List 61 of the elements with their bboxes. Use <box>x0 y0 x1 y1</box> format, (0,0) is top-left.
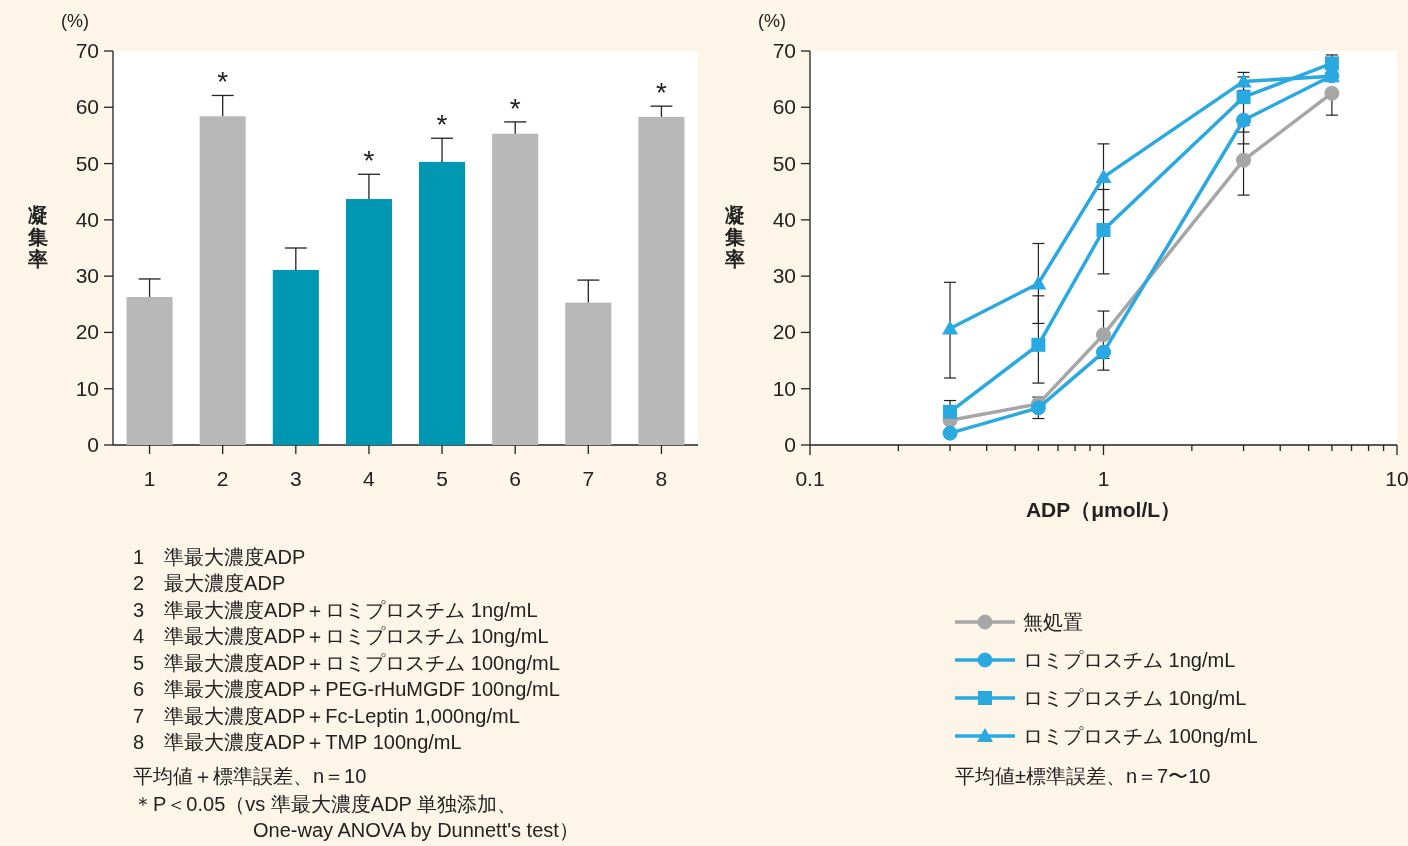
x-tick-label: 3 <box>289 467 302 490</box>
text: (%) <box>61 11 89 31</box>
text: 2 最大濃度ADP <box>133 572 286 594</box>
bar <box>345 199 392 445</box>
y-tick-label: 70 <box>772 39 796 62</box>
y-tick-label: 60 <box>75 95 99 119</box>
text: 3 準最大濃度ADP＋ロミプロスチム 1ng/mL <box>133 599 538 621</box>
text: One-way ANOVA by Dunnett's test） <box>253 819 579 841</box>
x-axis-title: ADP（μmol/L） <box>1025 498 1182 521</box>
y-tick-label: 30 <box>772 264 796 288</box>
x-tick-label: 6 <box>509 467 522 490</box>
x-tick-label: 2 <box>216 467 229 490</box>
x-tick-label: 10 <box>1385 467 1408 490</box>
x-tick-label: 0.1 <box>795 467 825 490</box>
text: 4 準最大濃度ADP＋ロミプロスチム 10ng/mL <box>133 625 549 647</box>
y-tick-label: 10 <box>75 376 99 400</box>
y-tick-label: 0 <box>784 433 796 456</box>
y-tick-label: 50 <box>75 151 99 175</box>
x-tick-label: 4 <box>363 467 376 490</box>
bar <box>492 133 539 445</box>
y-tick-label: 10 <box>772 376 796 400</box>
x-tick-label: 1 <box>143 467 156 490</box>
y-tick-label: 40 <box>772 207 796 231</box>
bar <box>126 296 173 445</box>
text: 7 準最大濃度ADP＋Fc-Leptin 1,000ng/mL <box>133 705 520 727</box>
legend-label: ロミプロスチム 10ng/mL <box>1023 687 1247 709</box>
y-axis-title: 凝集率 <box>27 204 48 270</box>
text: ＊P＜0.05（vs 準最大濃度ADP 単独添加、 <box>133 793 518 815</box>
y-axis-title: 凝集率 <box>724 204 745 270</box>
bar <box>199 116 246 445</box>
text: 平均値＋標準誤差、n＝10 <box>133 765 367 787</box>
annotation: * <box>509 92 521 124</box>
x-tick-label: 8 <box>655 467 668 490</box>
bar <box>272 269 319 445</box>
text: 平均値±標準誤差、n＝7〜10 <box>955 765 1211 787</box>
legend-label: ロミプロスチム 100ng/mL <box>1023 725 1258 747</box>
text: 5 準最大濃度ADP＋ロミプロスチム 100ng/mL <box>133 652 560 674</box>
text: 8 準最大濃度ADP＋TMP 100ng/mL <box>133 731 462 753</box>
y-tick-label: 60 <box>772 95 796 119</box>
x-tick-label: 5 <box>436 467 448 490</box>
x-tick-label: 7 <box>582 467 595 490</box>
text: 6 準最大濃度ADP＋PEG-rHuMGDF 100ng/mL <box>133 678 560 700</box>
y-tick-label: 50 <box>772 151 796 175</box>
bar <box>419 161 466 445</box>
legend-label: ロミプロスチム 1ng/mL <box>1023 649 1236 671</box>
x-tick-label: 1 <box>1097 467 1110 490</box>
y-tick-label: 20 <box>772 320 796 344</box>
y-tick-label: 70 <box>75 39 99 62</box>
bar <box>565 302 612 445</box>
annotation: * <box>436 109 448 141</box>
annotation: * <box>363 145 375 177</box>
y-tick-label: 30 <box>75 264 99 288</box>
text: 1 準最大濃度ADP <box>133 546 306 568</box>
annotation: * <box>217 66 229 98</box>
bar <box>638 116 685 445</box>
text: (%) <box>758 11 786 31</box>
y-tick-label: 0 <box>87 433 99 456</box>
y-tick-label: 20 <box>75 320 99 344</box>
y-tick-label: 40 <box>75 207 99 231</box>
legend-label: 無処置 <box>1023 611 1083 633</box>
annotation: * <box>655 77 667 109</box>
